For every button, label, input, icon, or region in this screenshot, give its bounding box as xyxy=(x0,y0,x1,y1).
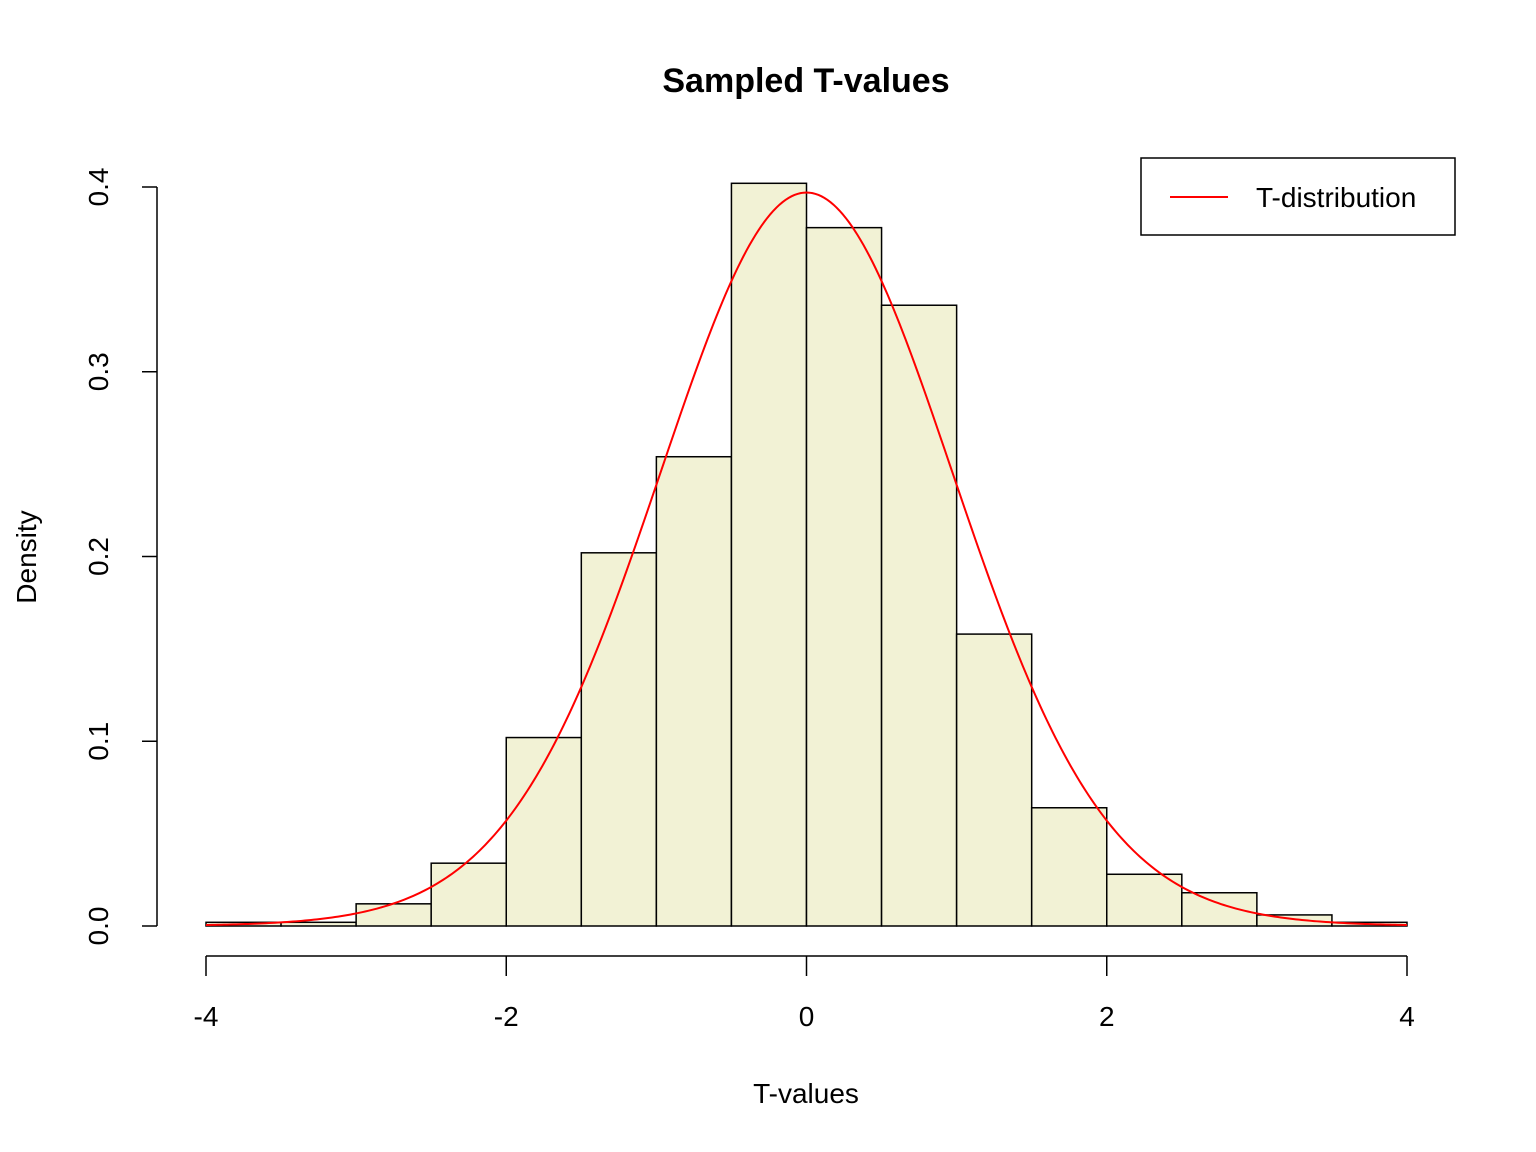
y-axis: 0.0 0.1 0.2 0.3 0.4 xyxy=(83,168,158,946)
histogram-bar xyxy=(430,862,507,927)
histogram-bar xyxy=(730,182,808,927)
x-tick-label: 0 xyxy=(799,1001,815,1032)
x-tick-label: -4 xyxy=(194,1001,219,1032)
x-axis-label: T-values xyxy=(753,1078,859,1109)
y-tick-label: 0.4 xyxy=(83,168,114,207)
y-tick-label: 0.0 xyxy=(83,907,114,946)
legend-label: T-distribution xyxy=(1256,182,1416,213)
histogram-bar xyxy=(1256,914,1333,927)
legend: T-distribution xyxy=(1140,157,1456,236)
histogram-bar xyxy=(1030,807,1108,927)
histogram-bar xyxy=(280,921,357,927)
x-tick-label: 2 xyxy=(1099,1001,1115,1032)
x-axis: -4 -2 0 2 4 xyxy=(194,955,1415,1032)
y-axis-label: Density xyxy=(11,510,42,603)
x-tick-label: 4 xyxy=(1399,1001,1415,1032)
x-tick-label: -2 xyxy=(494,1001,519,1032)
histogram-bar xyxy=(880,304,958,927)
histogram-bar xyxy=(580,552,658,927)
histogram-bar xyxy=(955,633,1033,927)
histogram-bar xyxy=(1106,873,1183,927)
y-tick-label: 0.3 xyxy=(83,352,114,391)
chart-title: Sampled T-values xyxy=(662,62,949,100)
t-distribution-curve xyxy=(205,191,1408,927)
y-tick-label: 0.1 xyxy=(83,722,114,761)
histogram-bar xyxy=(355,903,432,927)
histogram-bar xyxy=(505,736,583,927)
histogram-bar xyxy=(1181,891,1258,927)
histogram-bars xyxy=(205,182,1408,927)
histogram-bar xyxy=(805,226,883,927)
y-tick-label: 0.2 xyxy=(83,537,114,576)
histogram-bar xyxy=(655,455,733,927)
